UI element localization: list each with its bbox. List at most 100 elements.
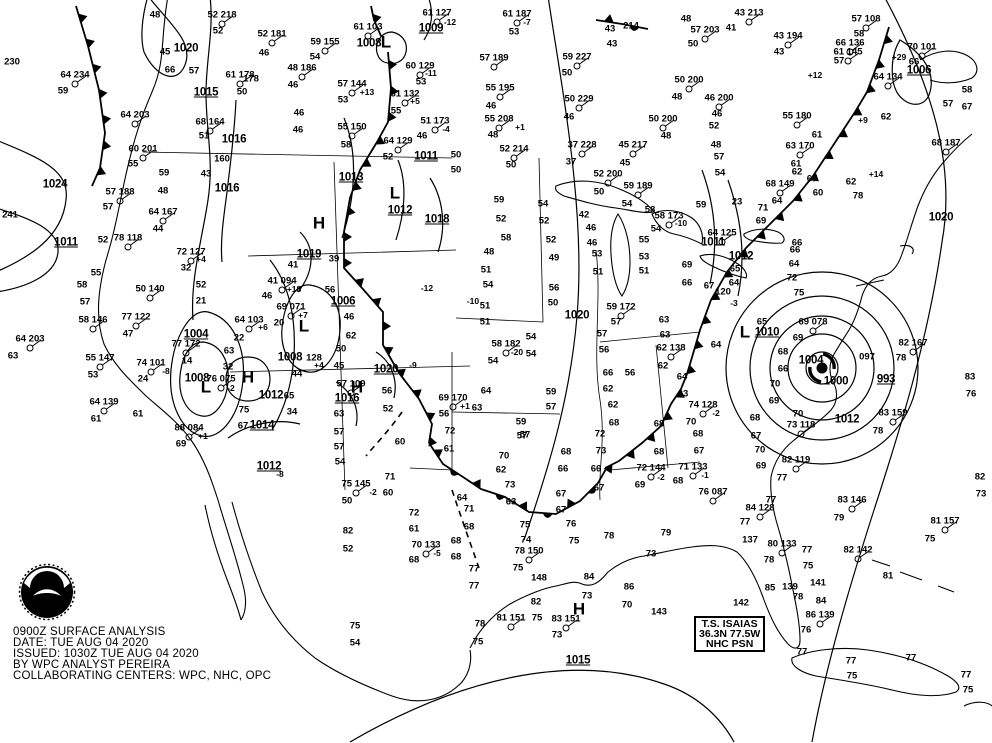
wind-barb <box>691 80 701 88</box>
station-circle <box>844 57 852 65</box>
station-plot: 141 <box>810 577 826 589</box>
warm-front-pip <box>450 468 459 476</box>
isobar-label: 1012 <box>728 250 754 263</box>
station-plot: 52 <box>708 120 720 132</box>
station-plot: 54 <box>487 355 499 367</box>
station-circle <box>816 620 824 628</box>
station-plot: 64 129 <box>383 135 413 147</box>
pressure-tendency-label: -12 <box>420 283 434 293</box>
station-plot: 77 <box>765 494 777 506</box>
isobar-line <box>395 159 405 241</box>
station-plot: 68 <box>749 412 761 424</box>
station-plot: 64 234 <box>60 69 90 81</box>
station-plot: 097 <box>859 351 875 363</box>
station-plot: 65 <box>729 263 741 275</box>
station-circle <box>846 48 854 56</box>
station-plot: 61 178 <box>225 69 255 81</box>
station-plot: 67 <box>961 101 973 113</box>
isobar-line <box>891 39 932 105</box>
station-circle <box>287 312 295 320</box>
station-plot: 75 <box>519 519 531 531</box>
isobar-label: 1016 <box>221 133 247 146</box>
station-plot: 69 <box>634 479 646 491</box>
station-plot: 46 <box>261 290 273 302</box>
station-plot: 79 <box>660 527 672 539</box>
station-plot: 57 <box>942 98 954 110</box>
station-plot: 142 <box>733 597 749 609</box>
station-plot: 51 173 <box>420 115 450 127</box>
cold-front-pip <box>92 63 102 74</box>
wind-barb <box>354 84 364 92</box>
wind-barb <box>860 550 870 558</box>
station-plot: 57 <box>610 316 622 328</box>
station-plot: 61 <box>90 413 102 425</box>
station-plot: 53 <box>337 94 349 106</box>
station-plot: 48 <box>671 91 683 103</box>
station-plot: 76 <box>565 518 577 530</box>
station-plot: 50 <box>450 149 462 161</box>
great-lake <box>699 253 748 279</box>
station-circle <box>268 39 276 47</box>
station-circle <box>629 150 637 158</box>
island-coastline <box>791 647 960 697</box>
station-plot: 60 201 <box>128 143 158 155</box>
station-circle <box>185 433 193 441</box>
station-circle <box>132 322 140 330</box>
station-plot: 75 <box>962 684 974 696</box>
station-plot: 52 214 <box>499 143 529 155</box>
station-plot: 66 <box>164 64 176 76</box>
station-plot: 61 <box>132 408 144 420</box>
analysis-title: 0900Z SURFACE ANALYSIS <box>13 626 166 638</box>
isobar-line <box>375 351 396 399</box>
state-border <box>595 249 603 501</box>
station-plot: 55 195 <box>485 82 515 94</box>
station-plot: 56 <box>438 408 450 420</box>
station-plot: 60 129 <box>405 60 435 72</box>
station-plot: 51 <box>198 130 210 142</box>
station-plot: 60 <box>394 436 406 448</box>
station-plot: 66 <box>791 237 803 249</box>
station-circle <box>776 189 784 197</box>
station-plot: 88 084 <box>174 422 204 434</box>
storm-name: T.S. ISAIAS <box>701 618 758 630</box>
station-plot: 46 <box>585 222 597 234</box>
station-plot: 62 <box>880 111 892 123</box>
station-circle <box>401 99 409 107</box>
station-plot: 160 <box>214 153 230 165</box>
station-plot: 44 <box>152 223 164 235</box>
tropical-storm-arm <box>808 366 822 384</box>
isobar-label: 1020 <box>173 42 199 55</box>
station-plot: 71 <box>463 503 475 515</box>
wind-barb <box>224 15 234 23</box>
wind-barb <box>439 13 449 21</box>
isobar-label: 1008 <box>277 351 303 364</box>
station-plot: 67 <box>693 445 705 457</box>
station-plot: 65 <box>283 390 295 402</box>
wind-barb <box>610 174 620 182</box>
wind-barb <box>193 252 203 260</box>
station-circle <box>26 344 34 352</box>
station-plot: 64 <box>480 385 492 397</box>
station-plot: 65 <box>756 316 768 328</box>
station-plot: 63 <box>659 329 671 341</box>
station-plot: 59 172 <box>606 301 636 313</box>
wind-barb <box>153 363 163 371</box>
front-line-cold <box>604 26 890 469</box>
station-plot: 67 <box>555 504 567 516</box>
station-circle <box>659 124 667 132</box>
station-circle <box>848 505 856 513</box>
wind-barb <box>852 43 862 51</box>
wind-barb <box>798 460 808 468</box>
station-plot: 58 <box>644 204 656 216</box>
station-plot: 55 <box>90 267 102 279</box>
wind-barb <box>165 212 175 220</box>
station-plot: 79 <box>833 512 845 524</box>
station-plot: 32 <box>222 361 234 373</box>
isobar-label: 1006 <box>330 295 356 308</box>
station-plot: 76 075 <box>206 373 236 385</box>
station-plot: 78 <box>852 190 864 202</box>
isobar-line <box>191 0 212 321</box>
cold-front-pip <box>98 88 108 99</box>
station-plot: 81 157 <box>930 515 960 527</box>
station-plot: 76 <box>800 624 812 636</box>
